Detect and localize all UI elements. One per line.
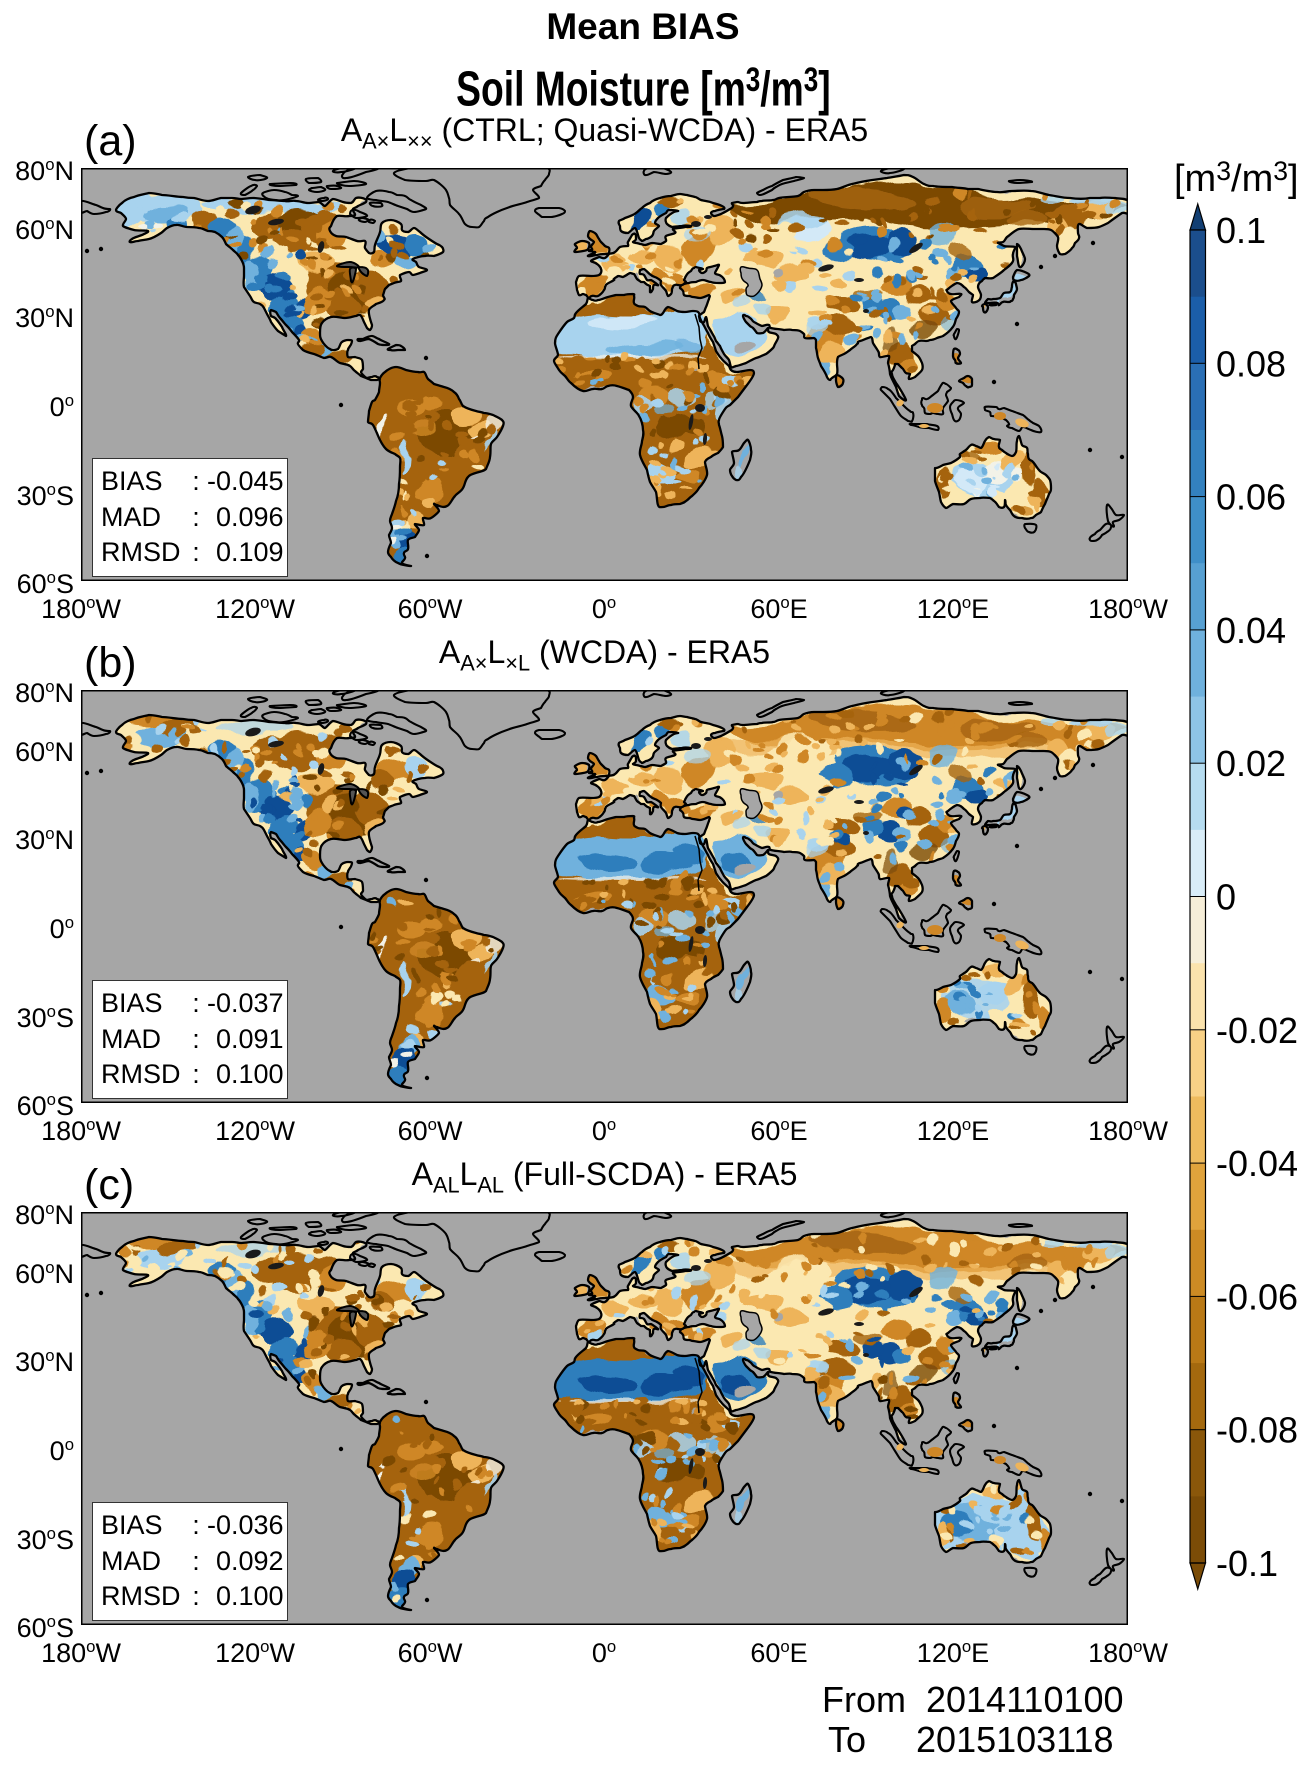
svg-text:-0.02: -0.02	[1216, 1010, 1298, 1051]
svg-text:-0.06: -0.06	[1216, 1276, 1298, 1317]
svg-text:0.06: 0.06	[1216, 477, 1286, 518]
svg-text:-0.1: -0.1	[1216, 1543, 1278, 1584]
svg-text:0.04: 0.04	[1216, 610, 1286, 651]
svg-text:0: 0	[1216, 877, 1236, 918]
svg-text:0.1: 0.1	[1216, 210, 1266, 251]
svg-text:-0.08: -0.08	[1216, 1410, 1298, 1451]
svg-text:0.02: 0.02	[1216, 743, 1286, 784]
svg-text:-0.04: -0.04	[1216, 1143, 1298, 1184]
svg-text:0.08: 0.08	[1216, 343, 1286, 384]
